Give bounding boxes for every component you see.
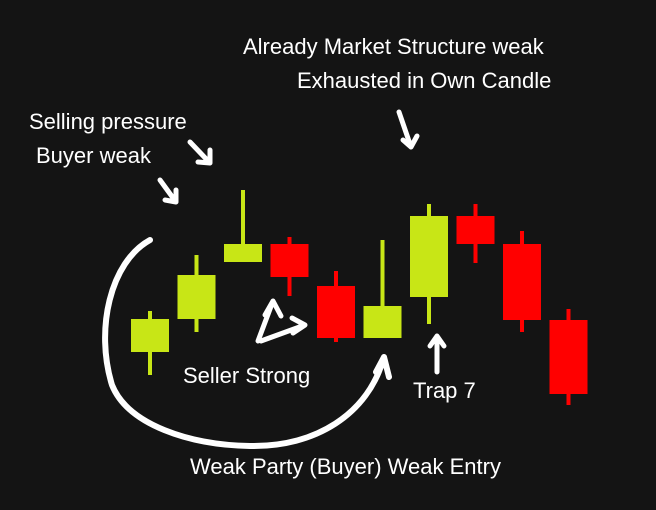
trap-label: Trap 7 (413, 378, 476, 403)
candle-2-body (177, 275, 216, 319)
candle-10-body (549, 320, 588, 394)
arrow-buyer-weak (157, 177, 179, 205)
candle-8-body (456, 216, 495, 244)
candle-1-body (131, 319, 169, 352)
buyer-weak-label: Buyer weak (36, 143, 151, 168)
candle-5-body (317, 286, 355, 338)
candle-6-body (363, 306, 402, 338)
candle-9-body (503, 244, 541, 320)
exhausted-label: Exhausted in Own Candle (297, 68, 552, 93)
candle-4-body (270, 244, 309, 277)
arrow-exhausted (396, 109, 420, 150)
candle-7-body (410, 216, 448, 297)
market-structure-label: Already Market Structure weak (243, 34, 544, 59)
arrow-trap (427, 333, 447, 375)
arrow-selling-pressure (187, 139, 213, 166)
arrow-seller-strong (255, 298, 308, 344)
seller-strong-label: Seller Strong (183, 363, 311, 388)
candle-3-body (224, 244, 262, 262)
selling-pressure-label: Selling pressure (29, 109, 187, 134)
arrow-weak-entry-curve (102, 237, 392, 450)
annotation-arrows (102, 109, 447, 450)
candles-group (131, 190, 588, 405)
weak-entry-label: Weak Party (Buyer) Weak Entry (190, 454, 501, 479)
